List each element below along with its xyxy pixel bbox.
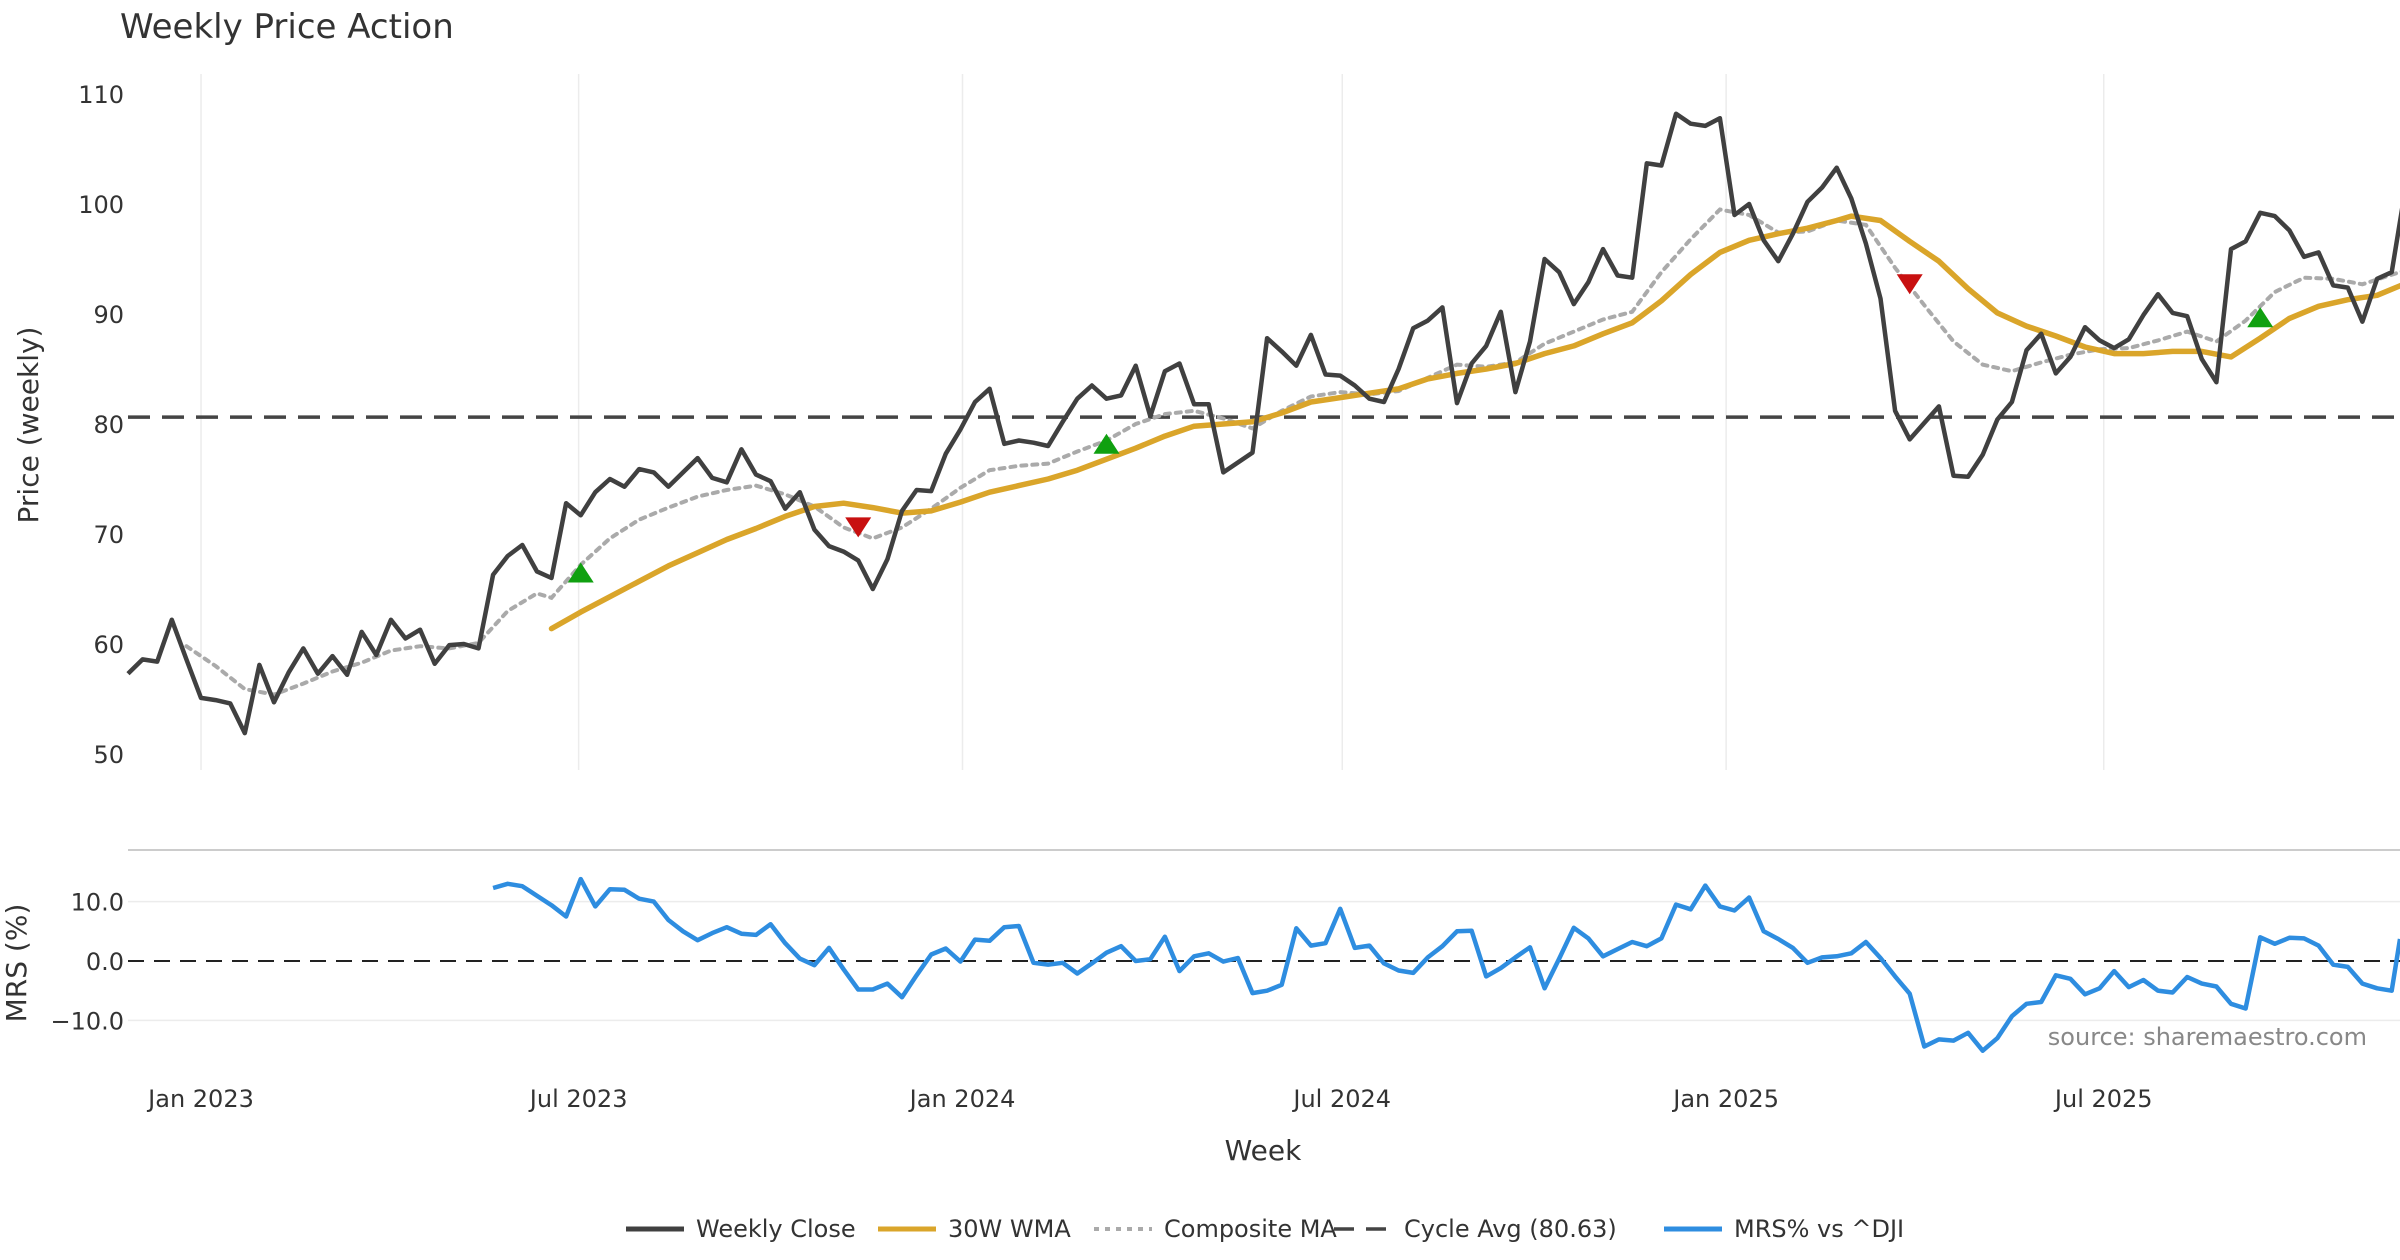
price-y-tick-label: 100 <box>78 191 124 219</box>
x-tick-label: Jul 2023 <box>528 1085 628 1113</box>
composite-ma-line <box>184 207 2400 697</box>
mrs-y-tick-label: 0.0 <box>86 948 124 976</box>
x-tick-label: Jul 2024 <box>1291 1085 1391 1113</box>
x-axis-label: Week <box>1225 1134 1302 1167</box>
legend-label[interactable]: MRS% vs ^DJI <box>1734 1215 1904 1243</box>
price-y-tick-label: 50 <box>93 741 124 769</box>
source-note: source: sharemaestro.com <box>2048 1023 2367 1051</box>
buy-signal-marker <box>2247 307 2274 328</box>
buy-signal-marker <box>1093 433 1120 454</box>
sell-signal-marker <box>845 517 872 538</box>
buy-signal-marker <box>567 562 594 583</box>
signal-markers <box>567 274 2274 583</box>
sell-signal-marker <box>1896 274 1923 295</box>
chart-title: Weekly Price Action <box>120 7 454 47</box>
price-y-tick-label: 110 <box>78 81 124 109</box>
mrs-y-axis-label: MRS (%) <box>0 904 33 1023</box>
price-y-tick-label: 80 <box>93 411 124 439</box>
y-tick-labels: 50 60 70 80 90 100 110 10.0 0.0 −10.0 <box>50 81 124 1035</box>
mrs-y-tick-label: −10.0 <box>50 1007 124 1035</box>
price-y-tick-label: 70 <box>93 521 124 549</box>
legend[interactable]: Weekly Close 30W WMA Composite MA Cycle Avg… <box>626 1215 1904 1243</box>
series-lines <box>126 111 2400 1053</box>
wma-30w-line <box>548 213 2400 632</box>
x-tick-label: Jan 2023 <box>146 1085 254 1113</box>
weekly-close-line <box>126 111 2400 736</box>
x-tick-label: Jul 2025 <box>2053 1085 2153 1113</box>
x-tick-label: Jan 2025 <box>1671 1085 1779 1113</box>
legend-label[interactable]: Composite MA <box>1164 1215 1337 1243</box>
x-tick-label: Jan 2024 <box>908 1085 1016 1113</box>
x-tick-labels: Jan 2023 Jul 2023 Jan 2024 Jul 2024 Jan 2025… <box>146 1085 2152 1113</box>
grid-lines <box>128 74 2400 1022</box>
mrs-y-tick-label: 10.0 <box>71 889 124 917</box>
legend-label[interactable]: Weekly Close <box>696 1215 856 1243</box>
price-y-tick-label: 60 <box>93 631 124 659</box>
legend-label[interactable]: Cycle Avg (80.63) <box>1404 1215 1617 1243</box>
mrs-line <box>492 876 2400 1053</box>
reference-lines <box>128 415 2400 962</box>
price-y-tick-label: 90 <box>93 301 124 329</box>
price-y-axis-label: Price (weekly) <box>12 327 45 524</box>
legend-label[interactable]: 30W WMA <box>948 1215 1071 1243</box>
